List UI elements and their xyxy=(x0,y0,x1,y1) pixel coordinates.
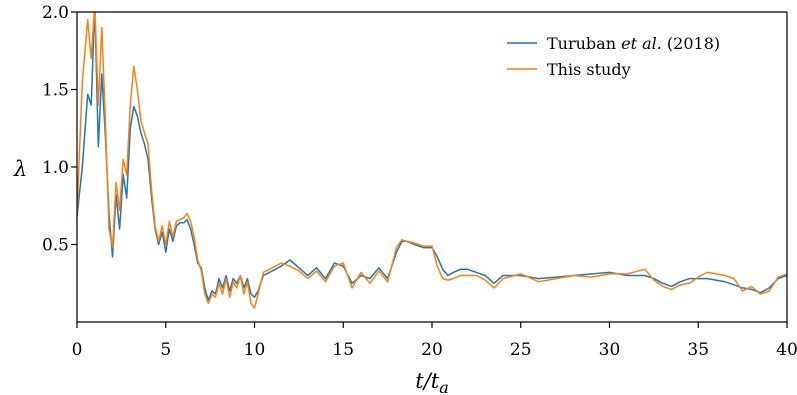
x-tick-label: 25 xyxy=(510,340,532,360)
series-line-this-study xyxy=(77,12,787,309)
legend-label-turuban: Turuban et al. (2018) xyxy=(547,34,720,53)
legend-label-turuban-main: Turuban xyxy=(547,34,621,53)
plot-lines xyxy=(77,12,787,309)
x-axis-label: t/ta xyxy=(415,369,449,395)
legend-label-turuban-italic: et al. xyxy=(621,34,662,53)
x-tick-label: 15 xyxy=(332,340,354,360)
axes-spines xyxy=(76,11,788,323)
y-tick-label: 2.0 xyxy=(42,3,69,23)
x-axis-ticks: 0 5 10 15 20 25 30 35 40 xyxy=(72,322,797,360)
x-tick-label: 35 xyxy=(687,340,709,360)
y-tick-label: 1.0 xyxy=(42,158,69,178)
x-tick-label: 40 xyxy=(776,340,797,360)
y-tick-label: 1.5 xyxy=(42,81,69,101)
legend-label-turuban-tail: (2018) xyxy=(662,34,720,53)
y-tick-label: 0.5 xyxy=(42,236,69,256)
x-tick-label: 0 xyxy=(72,340,83,360)
x-tick-label: 5 xyxy=(160,340,171,360)
legend: Turuban et al. (2018) This study xyxy=(507,34,720,79)
legend-label-this-study: This study xyxy=(547,60,631,79)
y-axis-label: λ xyxy=(13,157,27,181)
x-tick-label: 20 xyxy=(421,340,443,360)
x-tick-label: 30 xyxy=(599,340,621,360)
x-tick-label: 10 xyxy=(244,340,266,360)
y-axis-ticks: 0.5 1.0 1.5 2.0 xyxy=(42,3,77,256)
